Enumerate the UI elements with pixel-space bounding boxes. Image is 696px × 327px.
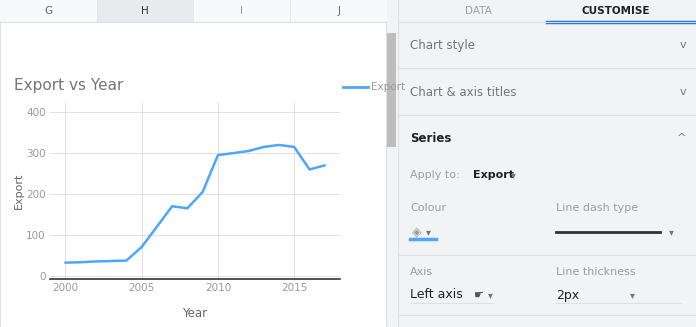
Bar	[0, 0, 97, 22]
Text: Export vs Year: Export vs Year	[14, 77, 123, 93]
Bar	[290, 0, 387, 22]
Text: J: J	[337, 6, 340, 16]
Text: Year: Year	[182, 307, 207, 320]
Text: Chart style: Chart style	[410, 39, 475, 51]
Text: Chart & axis titles: Chart & axis titles	[410, 85, 516, 98]
Bar	[398, 0, 696, 22]
Text: Export: Export	[14, 172, 24, 209]
Bar	[97, 0, 193, 22]
Text: Colour: Colour	[410, 203, 446, 213]
Text: ▾: ▾	[631, 290, 635, 300]
Text: H: H	[141, 6, 149, 16]
Text: G: G	[45, 6, 52, 16]
Text: Line thickness: Line thickness	[556, 267, 635, 277]
Text: Series: Series	[410, 131, 452, 145]
Text: 2px: 2px	[556, 288, 579, 301]
Text: Export: Export	[473, 170, 514, 180]
Text: ▾: ▾	[488, 290, 493, 300]
Text: v: v	[679, 40, 686, 50]
Text: ☛: ☛	[473, 290, 483, 300]
Bar	[193, 0, 290, 22]
Text: Apply to:: Apply to:	[410, 170, 459, 180]
Text: Export: Export	[372, 82, 406, 92]
Text: ▾: ▾	[669, 227, 674, 237]
Text: Left axis: Left axis	[410, 288, 463, 301]
Text: ▾: ▾	[511, 170, 516, 180]
Text: CUSTOMISE: CUSTOMISE	[581, 6, 650, 16]
Text: v: v	[679, 87, 686, 97]
Text: I: I	[240, 6, 244, 16]
Text: ◈: ◈	[412, 226, 422, 238]
Text: DATA: DATA	[465, 6, 492, 16]
Text: Axis: Axis	[410, 267, 433, 277]
Bar	[387, 33, 396, 147]
Text: ^: ^	[677, 133, 686, 143]
Text: Line dash type: Line dash type	[556, 203, 638, 213]
Text: ▾: ▾	[426, 227, 431, 237]
